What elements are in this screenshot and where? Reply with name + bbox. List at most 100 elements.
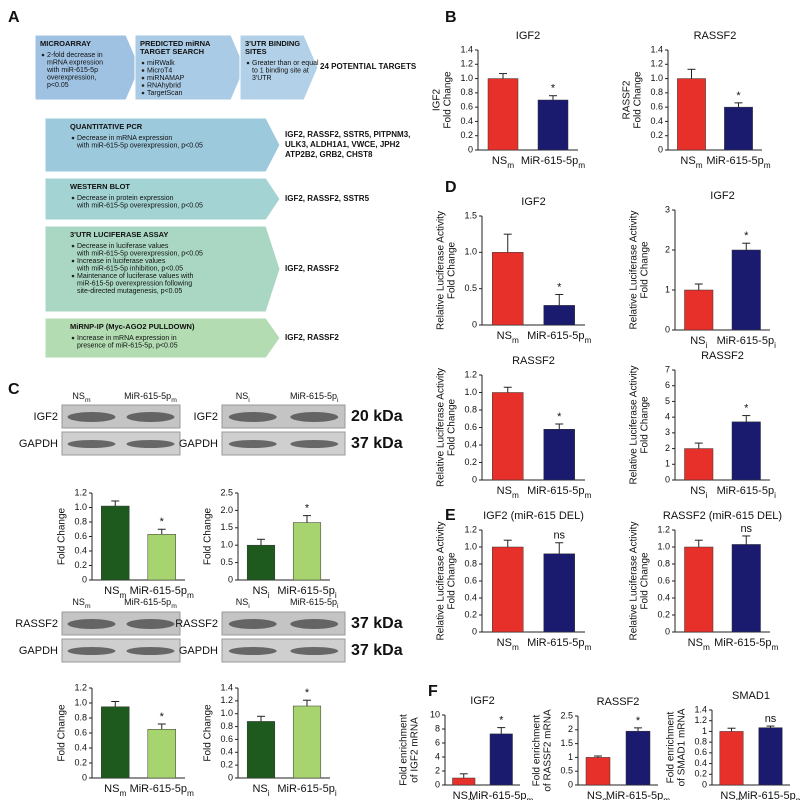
y-tick-label: 0.4: [74, 545, 87, 555]
panel-label: D: [445, 179, 457, 196]
blot-band: [228, 440, 277, 448]
blot-band: [126, 412, 175, 422]
y-tick-label: 2.5: [220, 487, 233, 497]
significance: *: [305, 503, 310, 515]
blot-size: 37 kDa: [351, 642, 403, 659]
panel-label: E: [445, 507, 456, 524]
y-tick-label: 1.4: [460, 44, 473, 54]
x-tick-label: NSm: [104, 585, 126, 600]
y-tick-label: 0.6: [220, 734, 233, 744]
flow-bullet: Greater than or equal: [252, 60, 319, 67]
significance: *: [160, 711, 165, 723]
y-tick-label: 0.4: [657, 592, 670, 602]
bullet-dot: [246, 61, 250, 65]
y-axis-label: Fold Change: [203, 507, 214, 565]
blot-size: 37 kDa: [351, 615, 403, 632]
lane-label: NSm: [72, 391, 91, 404]
y-tick-label: 0: [472, 474, 477, 484]
flow-title: PREDICTED miRNA: [140, 39, 211, 48]
flow-bullet: 2-fold decrease in: [47, 52, 103, 59]
y-tick-label: 0: [82, 772, 87, 782]
flow-bullet: MicroT4: [147, 67, 172, 74]
blot-band: [67, 647, 116, 655]
blot-band: [290, 619, 339, 629]
flow-result: IGF2, RASSF2: [285, 333, 339, 342]
flow-bullet: miRWalk: [147, 60, 175, 67]
y-tick-label: 0.2: [464, 457, 477, 467]
flow-result: 24 POTENTIAL TARGETS: [320, 62, 417, 71]
significance: ns: [740, 523, 752, 535]
flow-bullet: with miR-615-5p overexpression, p<0.05: [76, 202, 203, 209]
flow-bullet: Maintenance of luciferase values with: [77, 273, 193, 280]
y-tick-label: 2: [435, 765, 440, 775]
significance: *: [557, 411, 562, 423]
flow-bullet: miRNAMAP: [147, 75, 185, 82]
x-tick-label: MiR-615-5pm: [469, 790, 533, 800]
lane-label: NSi: [236, 391, 251, 404]
bar: [684, 448, 714, 481]
bullet-dot: [71, 196, 75, 200]
bar: [625, 730, 651, 786]
y-tick-label: 0: [665, 626, 670, 636]
flow-title: MICROARRAY: [40, 39, 91, 48]
y-tick-label: 1.2: [657, 524, 670, 534]
bullet-dot: [71, 136, 75, 140]
y-tick-label: 3: [665, 204, 670, 214]
y-tick-label: 1: [665, 284, 670, 294]
y-tick-label: 0.2: [460, 130, 473, 140]
y-tick-label: 0.8: [220, 721, 233, 731]
bullet-dot: [141, 61, 145, 65]
bar: [543, 429, 575, 481]
flow-arrow: [44, 225, 281, 313]
x-tick-label: MiR-615-5pm: [130, 783, 194, 798]
blot-size: 20 kDa: [351, 408, 403, 425]
panel-label: F: [428, 683, 438, 700]
y-tick-label: 2: [568, 724, 573, 734]
flow-bullet: to 1 binding site at: [252, 67, 309, 74]
y-tick-label: 2.0: [220, 505, 233, 515]
y-axis-label: Fold Change: [443, 71, 454, 129]
x-tick-label: NSm: [492, 155, 514, 170]
blot-band: [290, 412, 339, 422]
y-tick-label: 5: [665, 396, 670, 406]
bar: [487, 78, 519, 151]
chart-title: RASSF2: [701, 350, 744, 362]
x-tick-label: NSm: [104, 783, 126, 798]
flow-bullet: presence of miR-615-5p, p<0.05: [77, 342, 178, 349]
y-tick-label: 1.4: [694, 704, 707, 714]
y-tick-label: 1.0: [464, 247, 477, 257]
x-tick-label: MiR-615-5pi: [277, 783, 336, 798]
y-tick-label: 1.0: [464, 541, 477, 551]
bar: [677, 78, 706, 151]
chart-title: RASSF2 (miR-615 DEL): [663, 510, 782, 522]
blot-strip: [221, 611, 346, 636]
y-tick-label: 0.6: [650, 102, 663, 112]
flow-bullet: mRNA expression: [47, 59, 103, 66]
x-tick-label: NSi: [690, 485, 707, 500]
y-axis-label: Fold enrichment: [532, 714, 543, 786]
chart-title: RASSF2: [512, 355, 555, 367]
y-tick-label: 1.0: [464, 387, 477, 397]
y-tick-label: 7: [665, 364, 670, 374]
y-tick-label: 2: [665, 443, 670, 453]
flow-arrow: [44, 317, 281, 359]
y-tick-label: 1.0: [220, 708, 233, 718]
y-tick-label: 0.8: [74, 516, 87, 526]
panel-label: A: [8, 9, 20, 26]
y-tick-label: 1.0: [657, 541, 670, 551]
flow-bullet: miR-615-5p overexpression following: [77, 280, 192, 287]
x-tick-label: MiR-615-5pm: [527, 330, 591, 345]
chart-title: IGF2: [710, 190, 734, 202]
y-tick-label: 1.5: [220, 522, 233, 532]
flow-arrow: [44, 177, 281, 221]
lane-label: MiR-615-5pi: [290, 391, 339, 404]
y-axis-label: of SMAD1 mRNA: [677, 708, 688, 786]
bar: [246, 721, 276, 779]
y-tick-label: 1.2: [460, 59, 473, 69]
y-tick-label: 0: [702, 779, 707, 789]
blot-band: [228, 412, 277, 422]
bullet-dot: [141, 69, 145, 72]
blot-row-label: IGF2: [34, 411, 58, 423]
y-axis-label: Fold enrichment: [666, 711, 677, 783]
